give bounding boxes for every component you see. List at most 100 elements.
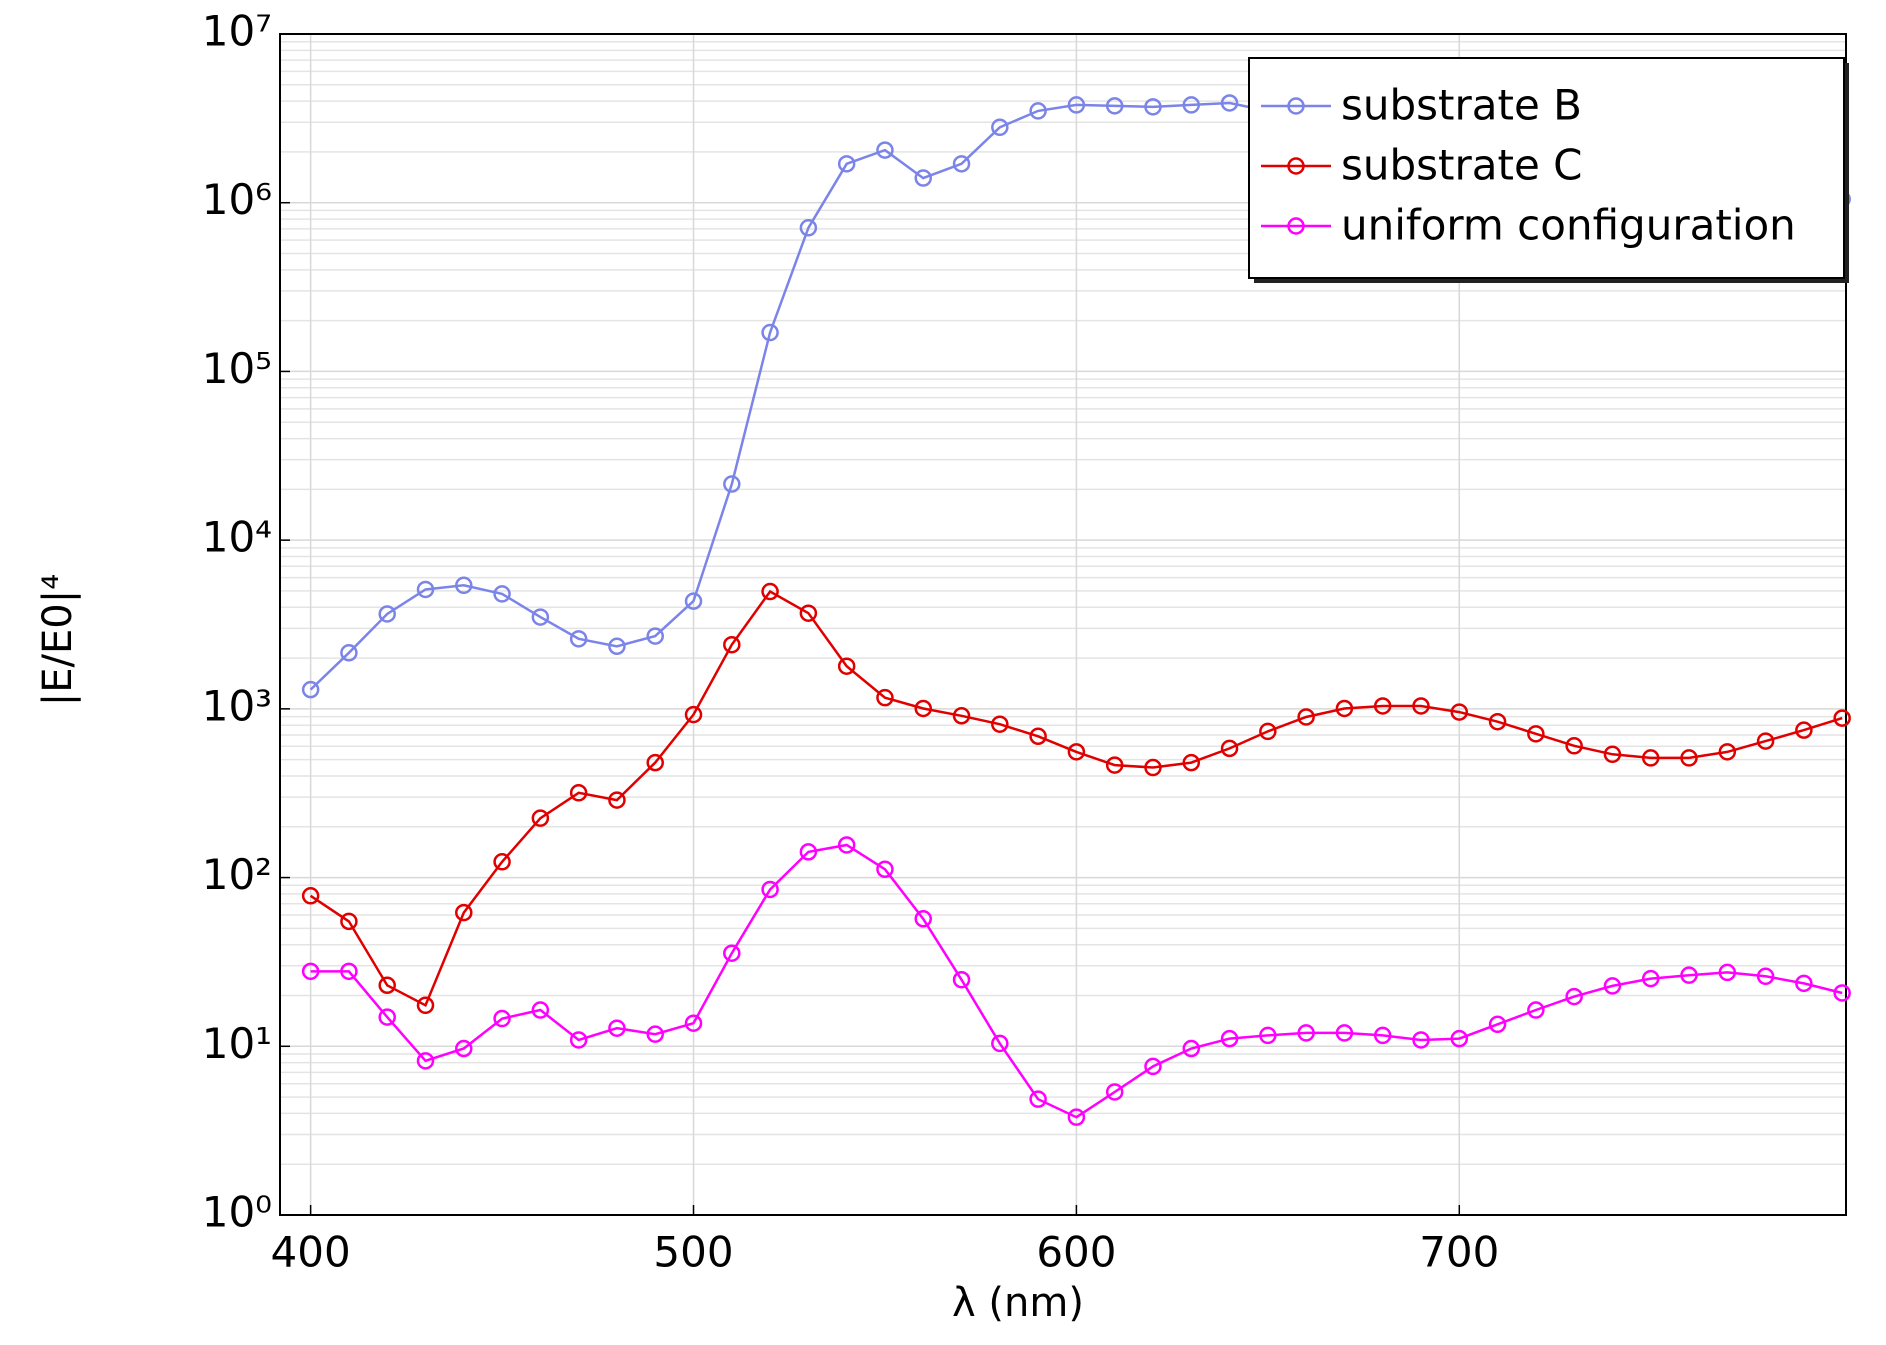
data-point (684, 1014, 703, 1032)
data-point (1220, 739, 1239, 758)
data-point (1450, 1029, 1469, 1048)
data-point (531, 608, 550, 626)
y-tick-label: 10² (202, 850, 272, 899)
data-point (1488, 1015, 1507, 1034)
data-point (1680, 749, 1698, 767)
data-point (569, 784, 588, 802)
data-point (1105, 756, 1124, 774)
data-point (531, 1001, 550, 1019)
series-line (310, 843, 1843, 1119)
data-point (723, 944, 741, 962)
data-point (991, 118, 1009, 137)
data-point (1603, 977, 1622, 995)
data-point (723, 475, 741, 493)
data-point (1412, 697, 1430, 715)
data-point (952, 707, 971, 725)
data-point (416, 996, 435, 1015)
data-point (952, 970, 971, 989)
data-point (1833, 984, 1851, 1002)
data-point (569, 1031, 588, 1049)
data-point (684, 705, 703, 724)
legend-label: substrate C (1341, 141, 1583, 190)
data-point (378, 976, 396, 995)
data-point (837, 155, 856, 173)
data-point (1144, 1057, 1162, 1076)
data-point (991, 715, 1009, 733)
data-point (1450, 703, 1469, 721)
data-point (301, 680, 320, 699)
data-point (723, 635, 741, 654)
data-point (1756, 732, 1775, 750)
x-tick-label: 600 (1036, 1228, 1116, 1277)
data-point (876, 688, 894, 707)
y-tick-label: 10⁵ (202, 344, 272, 393)
data-point (1680, 966, 1698, 984)
legend-label: uniform configuration (1341, 201, 1796, 250)
data-point (799, 219, 818, 237)
data-point (608, 1019, 626, 1037)
y-tick-label: 10³ (202, 681, 272, 730)
legend (1248, 57, 1845, 279)
data-point (1144, 98, 1162, 116)
plot-frame (279, 33, 1847, 1216)
data-point (1259, 722, 1277, 741)
data-point (799, 604, 818, 622)
data-point (646, 753, 664, 772)
data-point (646, 627, 664, 645)
data-point (1182, 753, 1201, 772)
data-point (1259, 1026, 1277, 1045)
data-point (493, 1009, 511, 1028)
x-axis-label: λ (nm) (952, 1280, 1084, 1326)
data-point (455, 903, 473, 922)
data-point (684, 592, 703, 610)
data-point (1297, 1024, 1315, 1042)
data-point (761, 323, 779, 342)
data-point (761, 880, 779, 899)
data-point (531, 809, 550, 827)
legend-marker (1287, 217, 1305, 235)
x-tick-label: 400 (271, 1228, 351, 1277)
data-point (493, 585, 511, 603)
data-point (1335, 699, 1354, 718)
data-point (1144, 758, 1162, 777)
data-point (914, 699, 932, 718)
y-tick-label: 10⁴ (202, 513, 272, 562)
data-point (1182, 96, 1201, 114)
data-point (608, 791, 626, 809)
data-point (1795, 974, 1813, 993)
data-point (1412, 1031, 1430, 1049)
data-point (799, 843, 818, 861)
data-point (608, 637, 626, 656)
data-point (1718, 963, 1737, 982)
data-point (1297, 708, 1315, 726)
data-point (1220, 94, 1239, 112)
x-tick-label: 700 (1419, 1228, 1499, 1277)
data-point (1220, 1029, 1239, 1048)
data-point (952, 155, 971, 173)
data-point (1105, 1083, 1124, 1101)
data-point (1182, 1039, 1201, 1058)
series-line (309, 589, 1843, 1008)
data-point (991, 1034, 1009, 1053)
data-point (378, 605, 396, 623)
y-tick-label: 10⁶ (202, 175, 272, 224)
data-point (1067, 96, 1086, 114)
data-point (1067, 743, 1086, 761)
data-point (1833, 709, 1851, 727)
data-point (340, 962, 358, 981)
data-point (340, 644, 358, 662)
data-point (1105, 97, 1124, 115)
data-point (1641, 969, 1660, 988)
data-point (761, 582, 779, 601)
data-point (493, 853, 511, 871)
data-point (455, 1039, 473, 1058)
y-tick-label: 10¹ (202, 1019, 272, 1068)
data-point (1029, 727, 1047, 746)
data-point (837, 657, 856, 675)
data-point (1641, 749, 1660, 767)
data-point (1527, 1001, 1545, 1019)
legend-marker (1287, 97, 1305, 115)
data-point (378, 1008, 396, 1026)
data-point (914, 169, 932, 187)
